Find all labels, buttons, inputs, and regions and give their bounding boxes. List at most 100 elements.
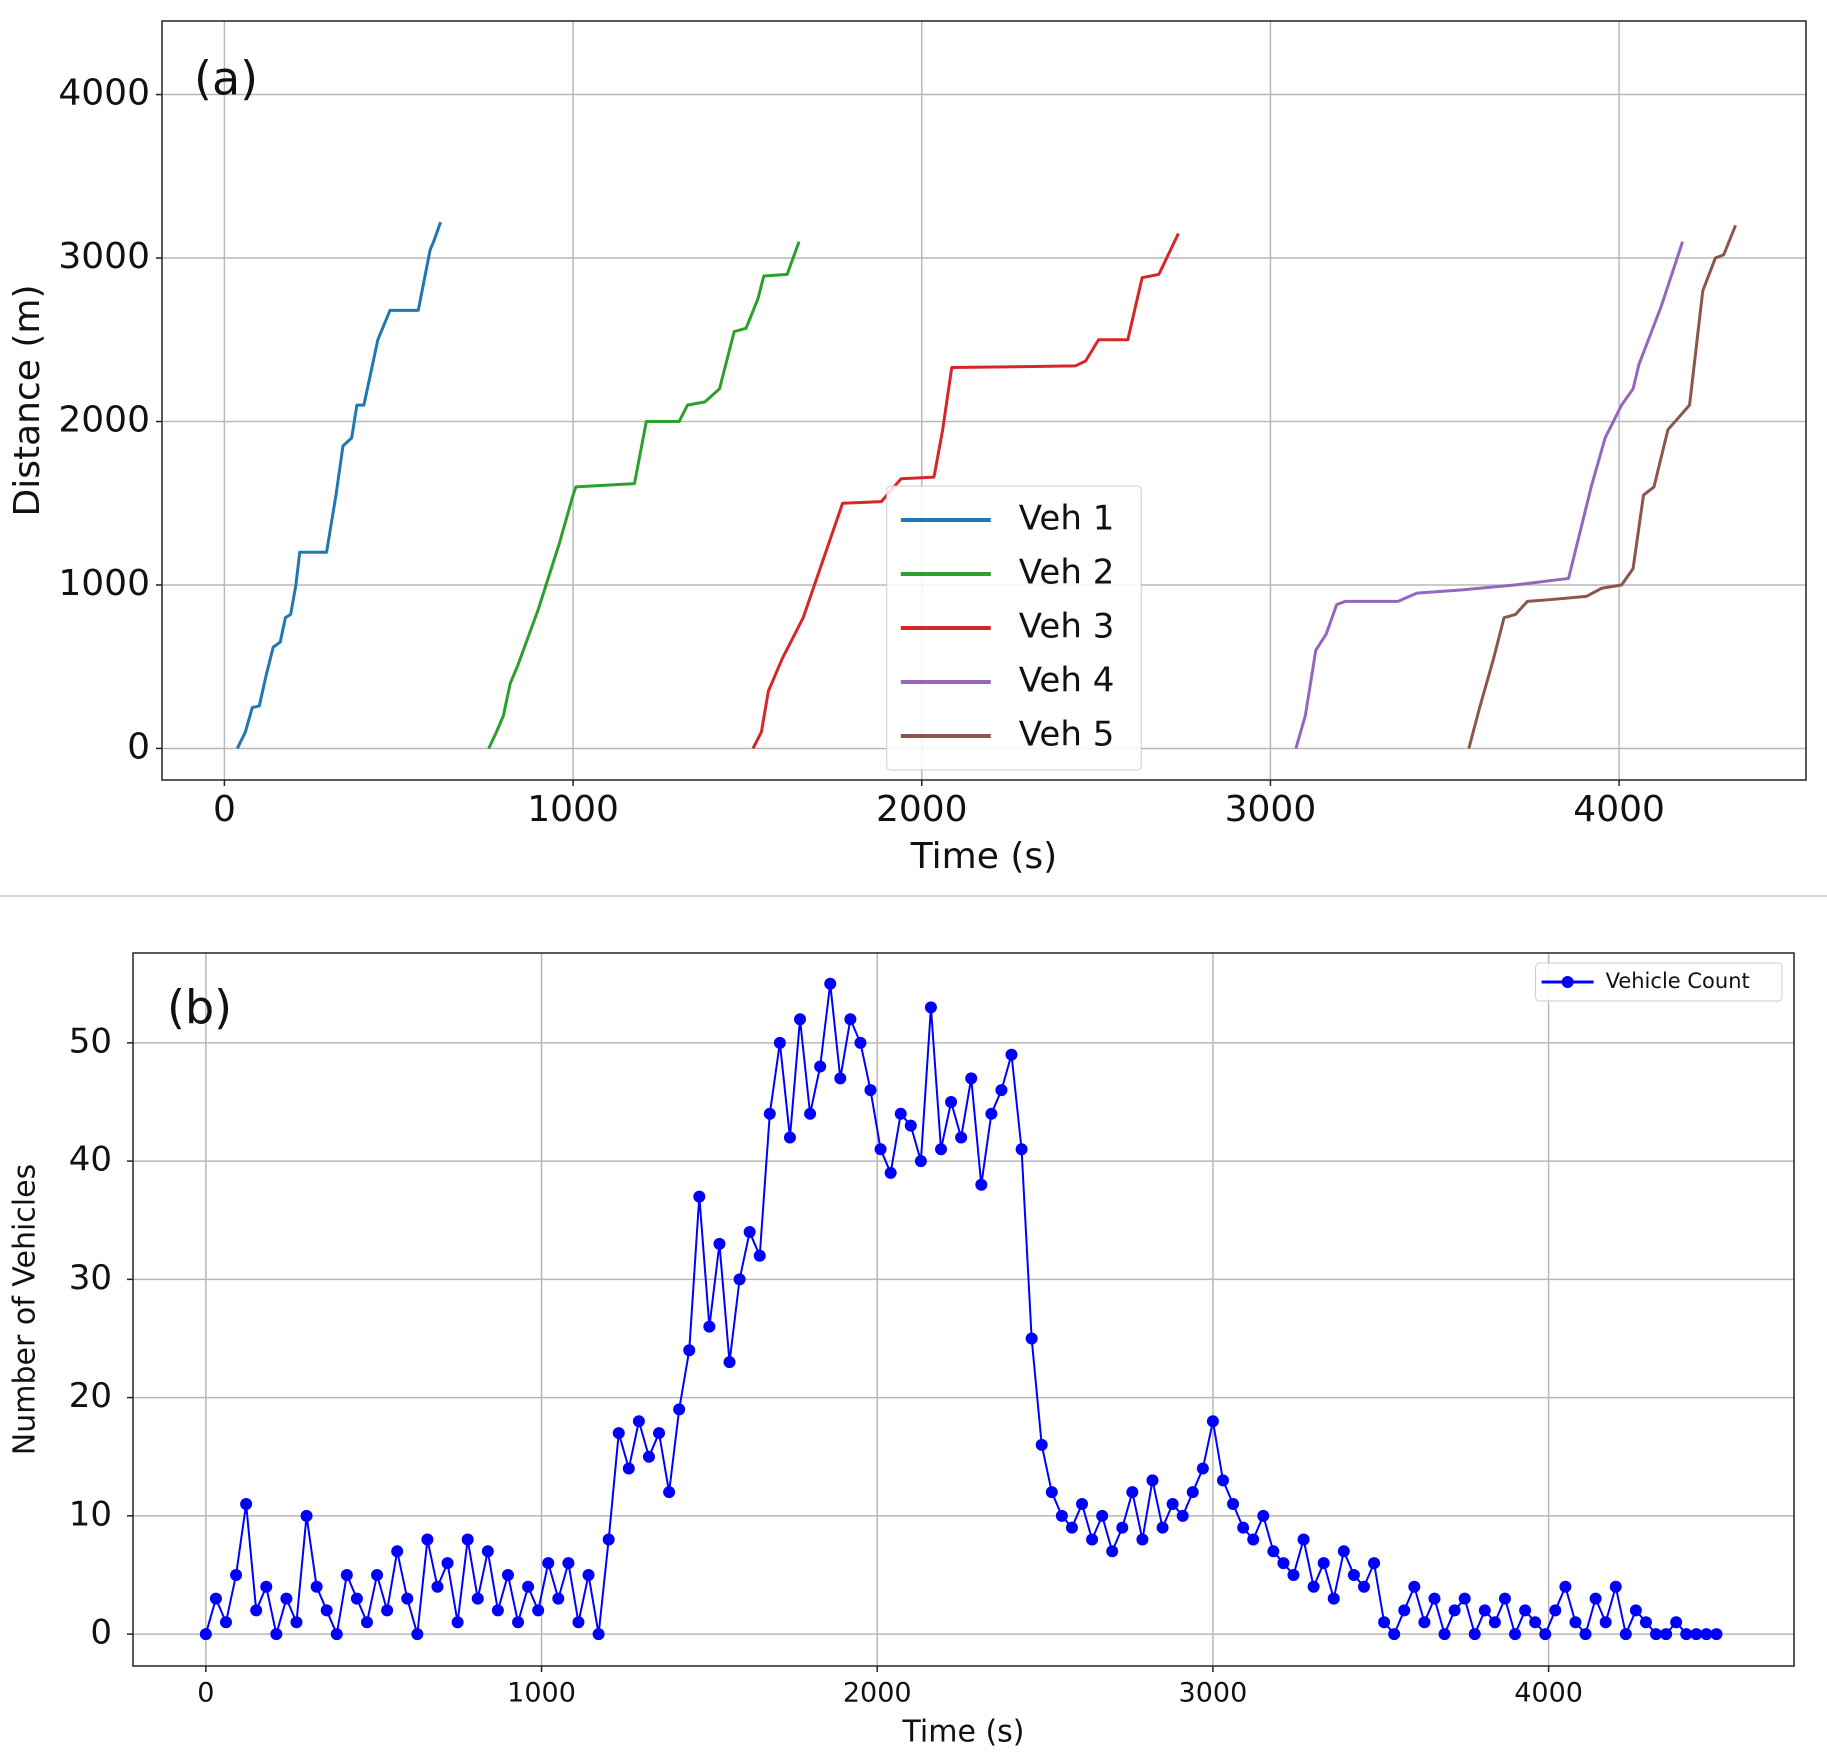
series-line bbox=[487, 241, 801, 750]
point-marker bbox=[945, 1095, 958, 1108]
x-tick-label: 2000 bbox=[876, 789, 968, 830]
point-marker bbox=[632, 1415, 645, 1428]
panel-label: (a) bbox=[194, 52, 258, 106]
point-marker bbox=[1670, 1616, 1683, 1629]
point-marker bbox=[572, 1616, 585, 1629]
point-marker bbox=[1126, 1486, 1139, 1499]
y-tick-label: 0 bbox=[90, 1613, 112, 1653]
point-marker bbox=[1317, 1557, 1330, 1570]
point-marker bbox=[1136, 1533, 1149, 1546]
plot-frame bbox=[132, 952, 1795, 1667]
point-marker bbox=[733, 1273, 746, 1286]
x-tick-label: 0 bbox=[197, 1678, 214, 1709]
y-tick-label: 2000 bbox=[58, 400, 150, 441]
point-marker bbox=[330, 1628, 343, 1641]
x-tick-label: 0 bbox=[213, 789, 236, 830]
y-tick-label: 0 bbox=[127, 726, 150, 767]
point-marker bbox=[773, 1036, 786, 1049]
point-marker bbox=[602, 1533, 615, 1546]
point-marker bbox=[1579, 1628, 1592, 1641]
point-marker bbox=[1287, 1568, 1300, 1581]
point-marker bbox=[310, 1580, 323, 1593]
point-marker bbox=[1005, 1048, 1018, 1061]
point-marker bbox=[1448, 1604, 1461, 1617]
point-marker bbox=[924, 1001, 937, 1014]
point-marker bbox=[1247, 1533, 1260, 1546]
point-marker bbox=[1025, 1332, 1038, 1345]
point-marker bbox=[230, 1568, 243, 1581]
point-marker bbox=[975, 1178, 988, 1191]
point-marker bbox=[814, 1060, 827, 1073]
x-tick-label: 4000 bbox=[1573, 789, 1665, 830]
panel-label: (b) bbox=[167, 981, 232, 1035]
point-marker bbox=[1478, 1604, 1491, 1617]
point-marker bbox=[673, 1403, 686, 1416]
point-marker bbox=[491, 1604, 504, 1617]
point-marker bbox=[1307, 1580, 1320, 1593]
point-marker bbox=[250, 1604, 263, 1617]
point-marker bbox=[653, 1427, 666, 1440]
point-marker bbox=[642, 1450, 655, 1463]
point-marker bbox=[1206, 1415, 1219, 1428]
point-marker bbox=[199, 1628, 212, 1641]
point-marker bbox=[683, 1344, 696, 1357]
point-marker bbox=[1549, 1604, 1562, 1617]
point-marker bbox=[663, 1486, 676, 1499]
point-marker bbox=[985, 1107, 998, 1120]
point-marker bbox=[904, 1119, 917, 1132]
point-marker bbox=[441, 1557, 454, 1570]
point-marker bbox=[1650, 1628, 1663, 1641]
point-marker bbox=[874, 1143, 887, 1156]
x-tick-label: 3000 bbox=[1179, 1678, 1248, 1709]
point-marker bbox=[1196, 1462, 1209, 1475]
point-marker bbox=[381, 1604, 394, 1617]
point-marker bbox=[1609, 1580, 1622, 1593]
point-marker bbox=[1096, 1509, 1109, 1522]
series-line bbox=[1467, 224, 1737, 749]
y-tick-label: 4000 bbox=[58, 73, 150, 114]
series-line bbox=[1294, 241, 1684, 749]
point-marker bbox=[501, 1568, 514, 1581]
legend-box bbox=[1535, 962, 1783, 1002]
x-tick-label: 1000 bbox=[507, 1678, 576, 1709]
point-marker bbox=[1176, 1509, 1189, 1522]
point-marker bbox=[592, 1628, 605, 1641]
point-marker bbox=[371, 1568, 384, 1581]
legend-marker bbox=[1561, 976, 1574, 988]
point-marker bbox=[1327, 1592, 1340, 1605]
point-marker bbox=[451, 1616, 464, 1629]
legend-box bbox=[886, 485, 1142, 771]
y-tick-label: 10 bbox=[69, 1494, 112, 1534]
x-tick-label: 2000 bbox=[843, 1678, 912, 1709]
point-marker bbox=[340, 1568, 353, 1581]
point-marker bbox=[1680, 1628, 1693, 1641]
legend-label: Veh 3 bbox=[1019, 607, 1115, 647]
series-line bbox=[751, 232, 1180, 750]
series-line bbox=[235, 221, 443, 750]
point-marker bbox=[1267, 1545, 1280, 1558]
x-tick-label: 4000 bbox=[1514, 1678, 1583, 1709]
point-marker bbox=[280, 1592, 293, 1605]
point-marker bbox=[522, 1580, 535, 1593]
point-marker bbox=[1368, 1557, 1381, 1570]
point-marker bbox=[884, 1166, 897, 1179]
point-marker bbox=[1146, 1474, 1159, 1487]
point-marker bbox=[1660, 1628, 1673, 1641]
point-marker bbox=[703, 1320, 716, 1333]
point-marker bbox=[290, 1616, 303, 1629]
point-marker bbox=[481, 1545, 494, 1558]
point-marker bbox=[1629, 1604, 1642, 1617]
point-marker bbox=[401, 1592, 414, 1605]
y-tick-label: 1000 bbox=[58, 563, 150, 604]
x-tick-label: 1000 bbox=[527, 789, 619, 830]
point-marker bbox=[1589, 1592, 1602, 1605]
point-marker bbox=[1186, 1486, 1199, 1499]
y-tick-label: 40 bbox=[69, 1140, 112, 1180]
point-marker bbox=[532, 1604, 545, 1617]
x-axis-label: Time (s) bbox=[902, 1715, 1025, 1750]
point-marker bbox=[844, 1013, 857, 1026]
point-marker bbox=[1045, 1486, 1058, 1499]
point-marker bbox=[562, 1557, 575, 1570]
y-tick-label: 20 bbox=[69, 1376, 112, 1416]
point-marker bbox=[1498, 1592, 1511, 1605]
